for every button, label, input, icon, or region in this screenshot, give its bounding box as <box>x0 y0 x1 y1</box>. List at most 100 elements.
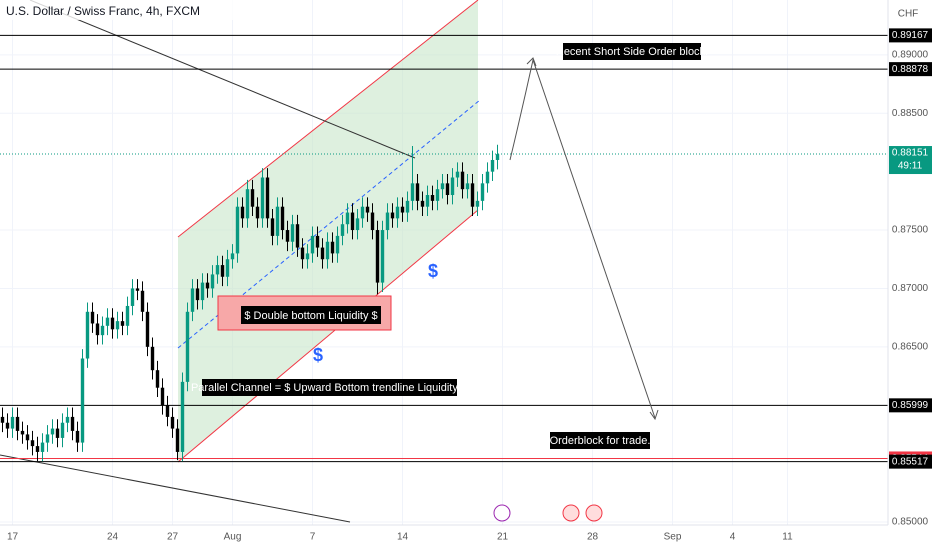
candle-body <box>465 183 470 190</box>
label-bg <box>563 43 701 60</box>
title-bg <box>0 0 240 20</box>
candle-body <box>160 387 165 406</box>
candle-body <box>395 206 400 219</box>
candle-body <box>330 241 335 254</box>
candle-body <box>55 428 60 438</box>
label-bg <box>202 379 457 396</box>
levels <box>0 34 888 463</box>
candle-body <box>225 259 230 277</box>
candle-body <box>345 212 350 225</box>
candle-body <box>45 434 50 443</box>
candle-body <box>360 206 365 219</box>
candle-body <box>110 317 115 330</box>
candle-body <box>490 159 495 172</box>
candles <box>0 144 500 462</box>
level-label: 0.85517 <box>892 456 929 467</box>
x-tick-label: 11 <box>782 532 793 543</box>
candle-body <box>310 235 315 254</box>
candle-body <box>365 206 370 213</box>
candle-body <box>70 416 75 431</box>
candle-body <box>75 430 80 443</box>
x-tick-label: 21 <box>497 532 509 543</box>
x-tick-label: Sep <box>664 532 682 543</box>
candle-body <box>210 274 215 289</box>
candle-body <box>105 317 110 326</box>
candle-body <box>5 422 10 429</box>
candle-body <box>235 206 240 254</box>
candle-body <box>355 218 360 231</box>
candle-body <box>20 430 25 435</box>
candle-body <box>370 212 375 231</box>
candle-body <box>175 428 180 452</box>
candle-body <box>25 434 30 441</box>
candle-body <box>185 311 190 382</box>
candle-body <box>300 247 305 260</box>
candle-body <box>80 358 85 443</box>
trend-line <box>29 0 416 159</box>
candle-body <box>40 442 45 452</box>
candle-body <box>445 183 450 196</box>
annotation: Recent Short Side Order block. <box>556 46 708 58</box>
level-label: 0.85999 <box>892 400 929 411</box>
label-bg <box>241 306 381 324</box>
candle-body <box>215 265 220 275</box>
candle-body <box>180 381 185 452</box>
last-price-label: 0.88151 <box>892 148 929 159</box>
candle-body <box>250 189 255 207</box>
dollar-mark: $ <box>428 261 438 281</box>
candle-body <box>470 183 475 207</box>
candle-body <box>120 321 125 326</box>
candle-body <box>485 171 490 184</box>
x-tick-label: 28 <box>587 532 599 543</box>
candle-body <box>170 416 175 429</box>
candle-body <box>145 311 150 347</box>
y-tick-label: 0.89000 <box>892 50 929 61</box>
candle-body <box>375 230 380 283</box>
candle-body <box>325 241 330 260</box>
candle-body <box>15 416 20 431</box>
candle-body <box>0 416 5 423</box>
candle-body <box>415 183 420 201</box>
arrow-head <box>526 57 537 67</box>
countdown: 49:11 <box>898 161 923 172</box>
candle-body <box>205 282 210 289</box>
candle-body <box>440 183 445 190</box>
event-icon[interactable] <box>562 504 580 522</box>
candle-body <box>315 235 320 248</box>
candle-body <box>420 200 425 207</box>
candle-body <box>430 195 435 201</box>
candle-body <box>125 305 130 326</box>
event-icon[interactable] <box>493 504 511 522</box>
candle-body <box>60 422 65 438</box>
x-tick-label: 27 <box>167 532 179 543</box>
candle-body <box>280 206 285 231</box>
candle-body <box>195 288 200 301</box>
candle-body <box>295 224 300 248</box>
level-label: 0.88878 <box>892 64 929 75</box>
arrow-head <box>649 409 659 421</box>
candle-body <box>450 177 455 196</box>
channel-top <box>177 0 479 238</box>
event-icon[interactable] <box>585 504 603 522</box>
candle-body <box>260 177 265 219</box>
chart-title: U.S. Dollar / Swiss Franc, 4h, FXCM <box>6 4 200 18</box>
y-tick-label: 0.86500 <box>892 341 929 352</box>
candle-body <box>230 253 235 260</box>
candle-body <box>275 206 280 236</box>
candle-body <box>385 212 390 231</box>
candle-body <box>10 416 15 429</box>
x-tick-label: 7 <box>310 532 316 543</box>
candle-body <box>150 346 155 371</box>
candle-body <box>135 288 140 291</box>
candle-body <box>255 206 260 219</box>
x-tick-label: 24 <box>107 532 119 543</box>
candle-body <box>475 200 480 207</box>
candle-body <box>165 405 170 417</box>
annotation: $ Double bottom Liquidity $ <box>244 310 377 322</box>
trend-line <box>0 454 351 523</box>
candle-body <box>220 265 225 277</box>
candle-body <box>140 290 145 312</box>
candle-body <box>435 189 440 201</box>
level-label: 0.89167 <box>892 30 929 41</box>
